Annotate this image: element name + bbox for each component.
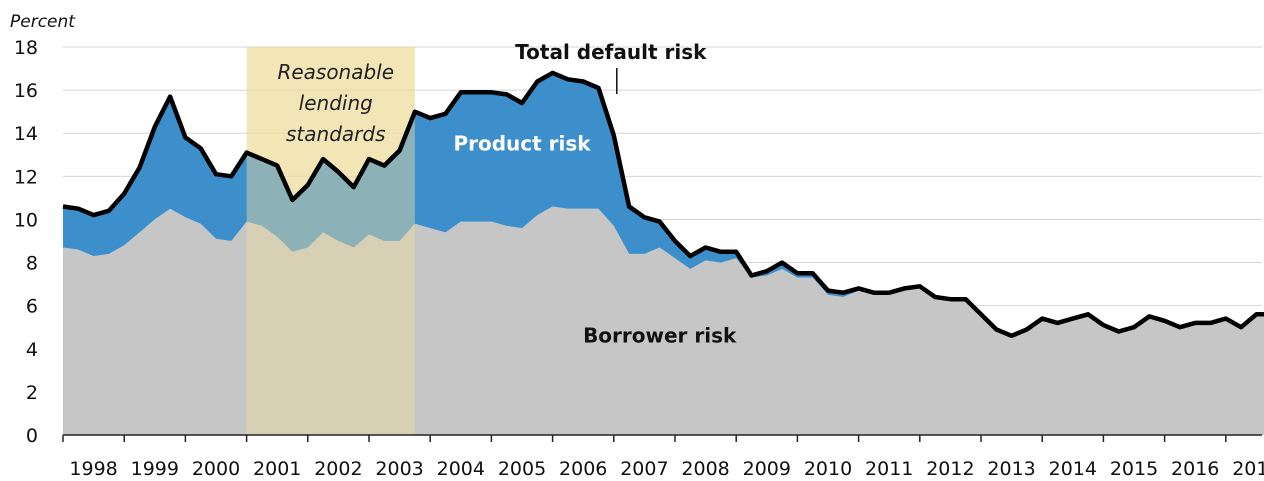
x-tick-label: 2010: [804, 458, 852, 480]
y-tick-label: 8: [26, 253, 38, 275]
y-tick-label: 12: [14, 166, 38, 188]
x-tick-label: 2011: [865, 458, 913, 480]
x-tick-label: 2001: [253, 458, 301, 480]
product-risk-area: [63, 72, 1264, 336]
y-tick-label: 6: [26, 296, 38, 318]
y-axis-ticks: 0 2 4 6 8 10 12 14 16 18: [14, 37, 38, 447]
shade-label-line: Reasonable: [277, 60, 394, 84]
x-tick-label: 2009: [743, 458, 791, 480]
y-tick-label: 10: [14, 209, 38, 231]
shade-label-line: lending: [299, 91, 373, 115]
y-tick-label: 0: [26, 425, 38, 447]
x-tick-label: 2002: [314, 458, 362, 480]
y-tick-label: 2: [26, 382, 38, 404]
product-risk-label: Product risk: [453, 131, 591, 155]
x-tick-label: 2000: [192, 458, 240, 480]
x-tick-label: 2013: [987, 458, 1035, 480]
y-tick-label: 16: [14, 80, 38, 102]
x-tick-label: 2004: [437, 458, 485, 480]
x-axis-ticks: 1998 1999 2000 2001 2002 2003 2004 2005 2006 2007…: [62, 435, 1264, 480]
y-tick-label: 14: [14, 123, 38, 145]
total-default-risk-line: [62, 70, 1264, 339]
x-tick-label: 2012: [926, 458, 974, 480]
x-tick-label: 2008: [681, 458, 729, 480]
x-tick-label: 2005: [498, 458, 546, 480]
borrower-risk-area: [63, 206, 1264, 435]
total-default-risk-label: Total default risk: [515, 40, 707, 64]
x-tick-label: 2003: [375, 458, 423, 480]
x-tick-label: 2016: [1171, 458, 1219, 480]
y-tick-label: 18: [14, 37, 38, 59]
x-tick-label: 1998: [69, 458, 117, 480]
x-tick-label: 2017: [1232, 458, 1264, 480]
x-tick-label: 2015: [1110, 458, 1158, 480]
reasonable-lending-label: Reasonable lending standards: [277, 60, 394, 146]
x-tick-label: 2006: [559, 458, 607, 480]
x-tick-label: 1999: [131, 458, 179, 480]
x-tick-label: 2014: [1049, 458, 1097, 480]
shade-label-line: standards: [286, 122, 385, 146]
x-tick-label: 2007: [620, 458, 668, 480]
y-axis-unit-label: Percent: [10, 12, 76, 32]
borrower-risk-label: Borrower risk: [583, 323, 737, 347]
y-tick-label: 4: [26, 339, 38, 361]
